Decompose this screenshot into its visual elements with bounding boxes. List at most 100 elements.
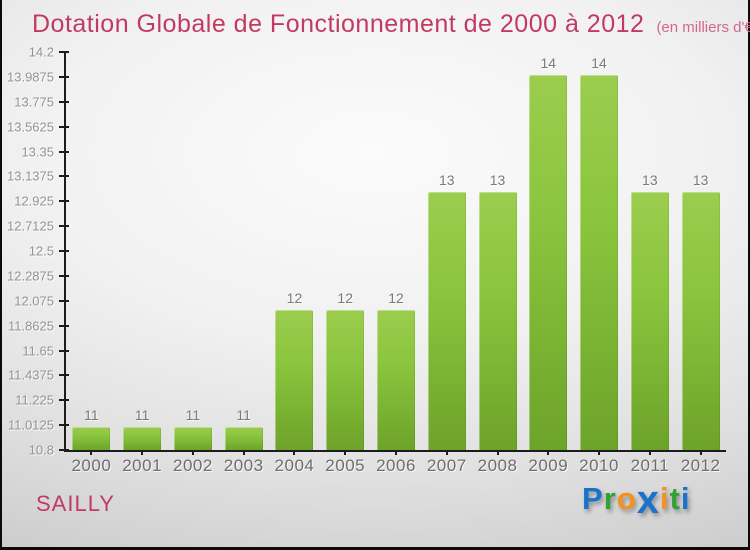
y-tick-mark	[59, 125, 69, 128]
bar-2000	[72, 426, 111, 450]
bar-2011	[630, 192, 669, 450]
y-tick-label: 13.775	[14, 94, 54, 110]
y-tick-mark	[59, 175, 69, 178]
x-tick-mark	[344, 450, 347, 455]
x-tick-mark	[547, 450, 550, 455]
bar-2010	[580, 75, 619, 450]
y-tick-mark	[59, 274, 69, 277]
x-tick-mark	[191, 450, 194, 455]
logo-letter: t	[669, 481, 681, 516]
y-tick-label: 13.35	[21, 144, 54, 159]
x-tick-2001: 2001	[107, 450, 177, 476]
bar-2007	[427, 192, 466, 450]
y-tick-mark	[59, 100, 69, 103]
bar-2012	[681, 192, 720, 450]
x-tick-label: 2001	[122, 456, 163, 475]
y-tick-mark	[59, 150, 69, 153]
x-tick-label: 2002	[173, 456, 213, 475]
y-tick-label: 13.9875	[7, 69, 54, 85]
y-tick-label: 12.075	[14, 293, 54, 309]
x-tick-label: 2009	[528, 456, 569, 475]
bar-value-label: 14	[591, 55, 607, 72]
bar-value-label: 11	[236, 406, 251, 423]
bar-2004	[275, 309, 314, 450]
x-tick-mark	[445, 450, 448, 455]
y-tick-mark	[59, 349, 69, 352]
bar-value-label: 14	[540, 55, 557, 72]
bar-value-label: 12	[337, 289, 353, 306]
x-tick-mark	[648, 450, 651, 455]
y-tick-label: 11.4375	[7, 367, 54, 383]
x-tick-label: 2008	[477, 456, 518, 475]
y-tick-mark	[59, 250, 69, 252]
x-tick-label: 2004	[274, 456, 315, 475]
logo-letter: o	[616, 481, 637, 516]
proxiti-logo: Proxiti	[582, 480, 691, 520]
x-tick-label: 2010	[579, 456, 619, 475]
x-tick-2002: 2002	[158, 450, 228, 476]
y-tick-mark	[59, 449, 69, 451]
bar-2002	[173, 426, 212, 450]
logo-letter: i	[680, 481, 691, 516]
x-tick-2012: 2012	[666, 450, 736, 476]
x-tick-label: 2003	[223, 456, 264, 475]
bar-value-label: 13	[489, 172, 506, 189]
y-tick-label: 12.925	[14, 193, 54, 209]
x-tick-mark	[242, 450, 245, 455]
bar-value-label: 12	[286, 289, 303, 306]
y-tick-label: 11.0125	[7, 417, 54, 433]
x-tick-mark	[395, 450, 397, 455]
x-tick-2007: 2007	[412, 450, 482, 476]
logo-letter: r	[603, 481, 617, 516]
x-tick-label: 2011	[630, 456, 670, 475]
y-tick-label: 12.7125	[7, 218, 54, 234]
x-tick-label: 2005	[325, 456, 366, 475]
x-tick-2008: 2008	[463, 450, 533, 476]
x-tick-2010: 2010	[564, 450, 634, 476]
y-tick-label: 11.65	[22, 343, 54, 358]
y-tick-label: 10.8	[28, 442, 54, 458]
y-tick-mark	[59, 200, 69, 203]
y-tick-mark	[59, 299, 69, 302]
y-tick-mark	[59, 374, 69, 377]
y-tick-mark	[59, 399, 69, 402]
x-tick-2003: 2003	[209, 450, 279, 476]
bar-value-label: 11	[185, 406, 201, 423]
bar-2008	[478, 192, 517, 450]
y-tick-label: 12.2875	[7, 268, 54, 284]
x-tick-label: 2006	[376, 456, 416, 475]
x-tick-label: 2012	[680, 456, 721, 475]
chart-subtitle: (en milliers d'€)	[656, 19, 750, 36]
logo-letter: P	[582, 481, 604, 516]
y-tick-mark	[59, 424, 69, 427]
bar-2009	[529, 75, 568, 450]
y-tick-mark	[59, 225, 69, 228]
y-tick-mark	[59, 324, 69, 327]
bar-2001	[123, 426, 162, 450]
y-tick-label: 12.5	[28, 243, 54, 259]
x-tick-mark	[90, 450, 93, 455]
y-tick-label: 11.8625	[7, 318, 54, 334]
bar-value-label: 13	[642, 172, 658, 189]
x-tick-mark	[141, 450, 144, 455]
bar-value-label: 13	[692, 172, 709, 189]
x-tick-2005: 2005	[310, 450, 380, 476]
logo-letter: x	[636, 478, 660, 522]
bar-value-label: 11	[134, 406, 150, 423]
bar-2006	[377, 309, 415, 450]
chart-title: Dotation Globale de Fonctionnement de 20…	[32, 10, 645, 38]
bar-2005	[326, 309, 365, 450]
logo-letter: i	[659, 481, 670, 516]
x-tick-mark	[496, 450, 499, 455]
x-tick-mark	[699, 450, 702, 455]
place-label: SAILLY	[36, 491, 115, 516]
x-tick-label: 2000	[71, 456, 112, 475]
x-tick-mark	[293, 450, 296, 455]
plot-area: 10.8 11.0125 11.225 11.4375 11.65 11.8625 12.0…	[7, 45, 726, 475]
x-tick-2004: 2004	[259, 450, 329, 476]
y-tick-mark	[59, 51, 69, 53]
x-tick-2009: 2009	[513, 450, 583, 476]
y-tick-label: 11.225	[15, 392, 54, 408]
y-tick-label: 13.1375	[7, 168, 54, 184]
